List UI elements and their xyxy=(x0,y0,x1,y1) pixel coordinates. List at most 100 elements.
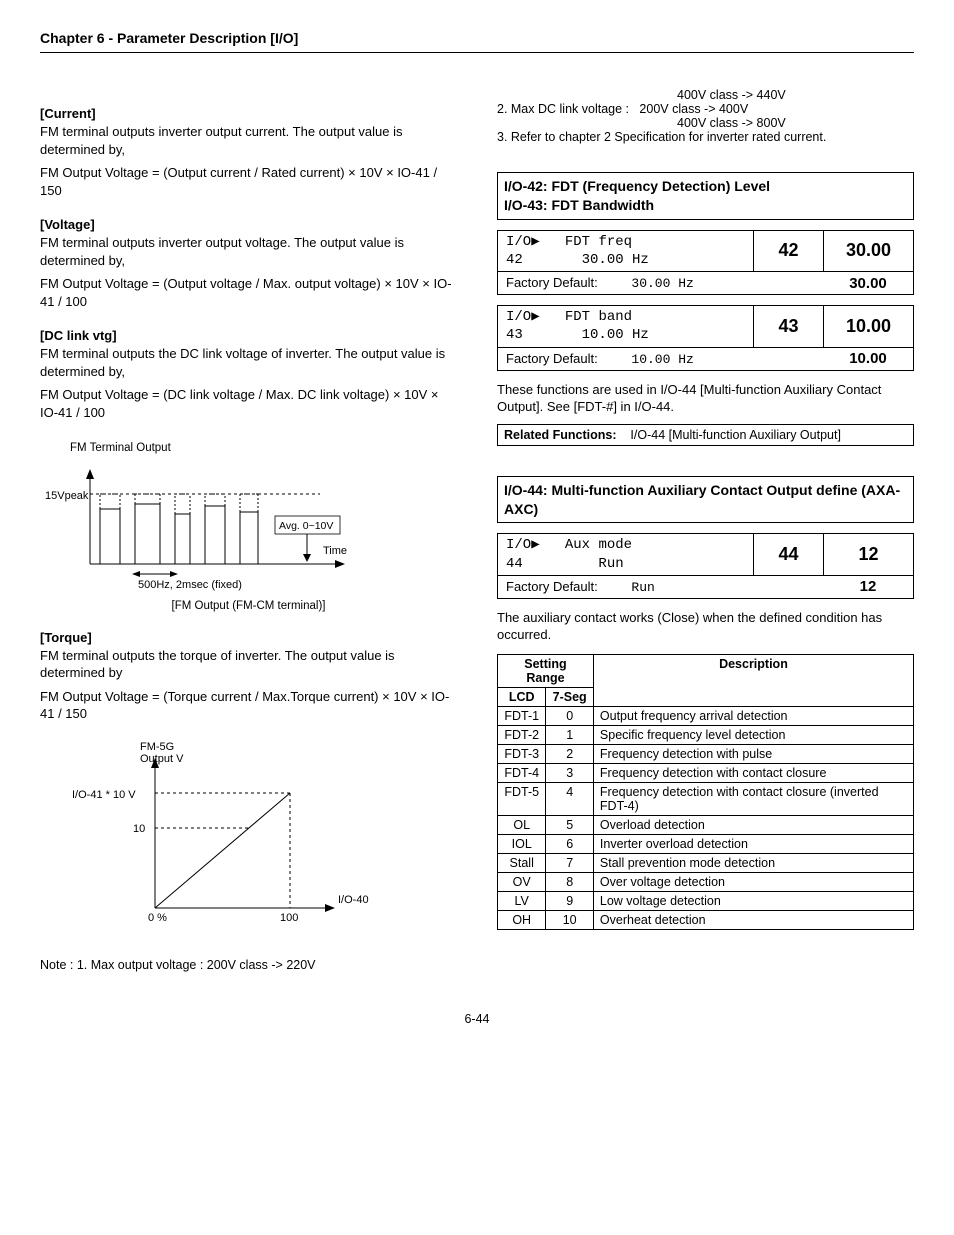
io44-fd-seg: 12 xyxy=(823,576,913,598)
current-body2: FM Output Voltage = (Output current / Ra… xyxy=(40,164,457,199)
topnotes: 400V class -> 440V 2. Max DC link voltag… xyxy=(497,88,914,144)
io42-fd-seg: 30.00 xyxy=(823,272,913,294)
table-row: OL5Overload detection xyxy=(498,815,914,834)
io42-lcd: I/O▶ FDT freq 42 30.00 Hz xyxy=(498,231,753,271)
cell-desc: Frequency detection with contact closure… xyxy=(593,782,913,815)
cell-lcd: FDT-3 xyxy=(498,744,546,763)
io43-lcd-l2: 43 10.00 Hz xyxy=(506,326,745,344)
io42-h1: I/O-42: FDT (Frequency Detection) Level xyxy=(504,177,907,196)
io44-fd-val: Run xyxy=(601,580,654,595)
table-row: OH10Overheat detection xyxy=(498,910,914,929)
d2-xparam: I/O-40 xyxy=(338,894,369,906)
cell-seg: 3 xyxy=(546,763,593,782)
io42-seg-b: 30.00 xyxy=(823,231,913,271)
cell-desc: Frequency detection with pulse xyxy=(593,744,913,763)
cell-desc: Frequency detection with contact closure xyxy=(593,763,913,782)
io43-fd-seg: 10.00 xyxy=(823,348,913,370)
voltage-body1: FM terminal outputs inverter output volt… xyxy=(40,234,457,269)
cell-seg: 4 xyxy=(546,782,593,815)
io42-factory: Factory Default: 30.00 Hz 30.00 xyxy=(497,272,914,295)
pwm-svg: 15Vpeak Avg. 0~10V xyxy=(40,454,390,594)
io44-fd-label: Factory Default: xyxy=(506,579,598,594)
cell-seg: 2 xyxy=(546,744,593,763)
left-column: [Current] FM terminal outputs inverter o… xyxy=(40,88,457,972)
io43-lcd-l1: I/O▶ FDT band xyxy=(506,308,745,326)
cell-lcd: FDT-1 xyxy=(498,706,546,725)
aux-desc: The auxiliary contact works (Close) when… xyxy=(497,609,914,644)
pwm-ylab: 15Vpeak xyxy=(45,490,89,502)
pwm-avg: Avg. 0~10V xyxy=(279,520,333,532)
related-functions: Related Functions: I/O-44 [Multi-functio… xyxy=(497,424,914,446)
fdt-desc: These functions are used in I/O-44 [Mult… xyxy=(497,381,914,416)
voltage-heading: [Voltage] xyxy=(40,217,457,232)
io43-seg-a: 43 xyxy=(753,306,823,346)
linear-diagram: FM-5G Output V I/O-41 * 10 V 10 0 % 100 … xyxy=(40,738,457,938)
io44-factory: Factory Default: Run 12 xyxy=(497,576,914,599)
d2-x100: 100 xyxy=(280,912,298,924)
io42-display: I/O▶ FDT freq 42 30.00 Hz 42 30.00 xyxy=(497,230,914,272)
cell-lcd: LV xyxy=(498,891,546,910)
torque-body2: FM Output Voltage = (Torque current / Ma… xyxy=(40,688,457,723)
cell-lcd: Stall xyxy=(498,853,546,872)
d2-yopt: I/O-41 * 10 V xyxy=(72,789,136,801)
io43-h2: I/O-43: FDT Bandwidth xyxy=(504,196,907,215)
d2-yt1: FM-5G xyxy=(140,741,174,753)
related-text: I/O-44 [Multi-function Auxiliary Output] xyxy=(630,428,841,442)
pwm-diagram: FM Terminal Output 15Vpeak xyxy=(40,442,457,612)
tn-l2a: 2. Max DC link voltage : xyxy=(497,102,629,116)
io43-fd-val: 10.00 Hz xyxy=(601,352,693,367)
io42-lcd-l2: 42 30.00 Hz xyxy=(506,251,745,269)
io44-header: I/O-44: Multi-function Auxiliary Contact… xyxy=(497,476,914,524)
io44-fd: Factory Default: Run xyxy=(498,576,823,598)
table-row: LV9Low voltage detection xyxy=(498,891,914,910)
cell-desc: Overheat detection xyxy=(593,910,913,929)
cell-seg: 0 xyxy=(546,706,593,725)
two-column-layout: [Current] FM terminal outputs inverter o… xyxy=(40,88,914,972)
linear-svg: FM-5G Output V I/O-41 * 10 V 10 0 % 100 … xyxy=(40,738,380,938)
cell-seg: 6 xyxy=(546,834,593,853)
io42-fd-val: 30.00 Hz xyxy=(601,276,693,291)
table-row: IOL6Inverter overload detection xyxy=(498,834,914,853)
chapter-heading: Chapter 6 - Parameter Description [I/O] xyxy=(40,30,914,53)
d2-x0: 0 % xyxy=(148,912,167,924)
cell-seg: 9 xyxy=(546,891,593,910)
settings-tbody: FDT-10Output frequency arrival detection… xyxy=(498,706,914,929)
io44-seg-b: 12 xyxy=(823,534,913,574)
cell-desc: Low voltage detection xyxy=(593,891,913,910)
cell-desc: Output frequency arrival detection xyxy=(593,706,913,725)
cell-seg: 5 xyxy=(546,815,593,834)
io44-lcd-l2: 44 Run xyxy=(506,555,745,573)
cell-seg: 1 xyxy=(546,725,593,744)
io42-lcd-l1: I/O▶ FDT freq xyxy=(506,233,745,251)
io44-display: I/O▶ Aux mode 44 Run 44 12 xyxy=(497,533,914,575)
torque-body1: FM terminal outputs the torque of invert… xyxy=(40,647,457,682)
note-maxvolt: Note : 1. Max output voltage : 200V clas… xyxy=(40,958,457,972)
pwm-xlab: Time xyxy=(323,545,347,557)
voltage-body2: FM Output Voltage = (Output voltage / Ma… xyxy=(40,275,457,310)
cell-lcd: IOL xyxy=(498,834,546,853)
io44-seg-a: 44 xyxy=(753,534,823,574)
right-column: 400V class -> 440V 2. Max DC link voltag… xyxy=(497,88,914,972)
io42-fd: Factory Default: 30.00 Hz xyxy=(498,272,823,294)
cell-desc: Specific frequency level detection xyxy=(593,725,913,744)
io42-fd-label: Factory Default: xyxy=(506,275,598,290)
io43-display: I/O▶ FDT band 43 10.00 Hz 43 10.00 xyxy=(497,305,914,347)
cell-lcd: OV xyxy=(498,872,546,891)
io43-seg-b: 10.00 xyxy=(823,306,913,346)
cell-lcd: FDT-5 xyxy=(498,782,546,815)
dclink-heading: [DC link vtg] xyxy=(40,328,457,343)
io42-seg-a: 42 xyxy=(753,231,823,271)
tn-l2: 2. Max DC link voltage : 200V class -> 4… xyxy=(497,102,914,116)
dclink-body1: FM terminal outputs the DC link voltage … xyxy=(40,345,457,380)
tn-l4: 3. Refer to chapter 2 Specification for … xyxy=(497,130,914,144)
table-row: Stall7Stall prevention mode detection xyxy=(498,853,914,872)
cell-lcd: OH xyxy=(498,910,546,929)
d2-y10: 10 xyxy=(133,823,145,835)
tn-l2b: 200V class -> 400V xyxy=(639,102,748,116)
table-row: FDT-54Frequency detection with contact c… xyxy=(498,782,914,815)
th-seg: 7-Seg xyxy=(546,687,593,706)
current-body1: FM terminal outputs inverter output curr… xyxy=(40,123,457,158)
io44-lcd-l1: I/O▶ Aux mode xyxy=(506,536,745,554)
io43-factory: Factory Default: 10.00 Hz 10.00 xyxy=(497,348,914,371)
cell-desc: Overload detection xyxy=(593,815,913,834)
